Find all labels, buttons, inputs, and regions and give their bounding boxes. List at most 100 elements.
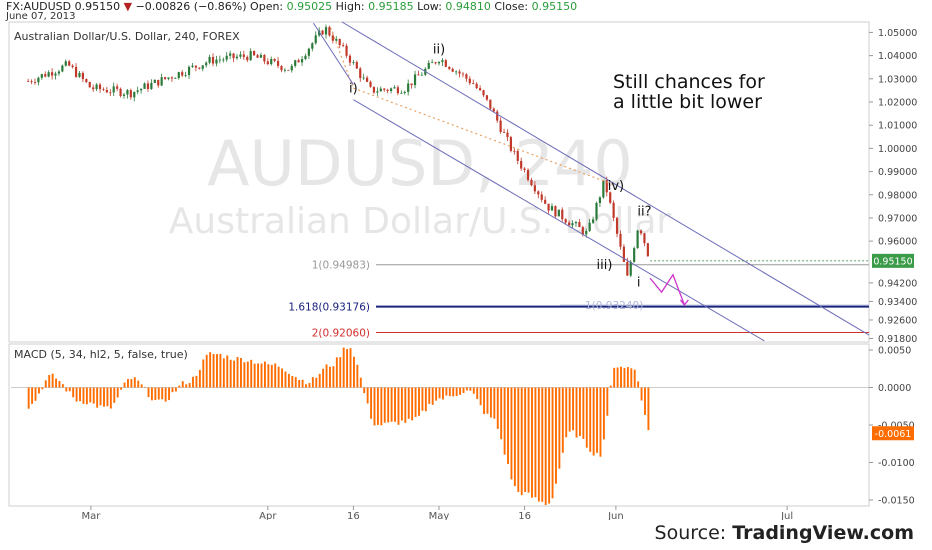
- macd-bar: [294, 377, 297, 388]
- last-price-badge: [872, 253, 914, 268]
- macd-bar: [620, 366, 622, 388]
- price-candle: [37, 77, 40, 83]
- macd-bar: [373, 387, 376, 426]
- price-pane[interactable]: [8, 21, 870, 343]
- price-candle: [232, 53, 235, 59]
- price-candle: [246, 56, 249, 61]
- channel-lower: [353, 99, 765, 342]
- price-candle: [403, 91, 406, 93]
- macd-bar: [120, 387, 123, 390]
- price-candle: [355, 62, 358, 69]
- macd-bar: [507, 387, 509, 465]
- tradingview-brand: TradingView.com: [732, 522, 914, 544]
- close-label: Close:: [494, 0, 529, 13]
- macd-bar: [452, 387, 455, 397]
- price-candle: [348, 55, 352, 63]
- macd-bar: [75, 387, 78, 402]
- price-candle: [622, 246, 625, 262]
- price-candle: [389, 88, 393, 92]
- price-candle: [396, 87, 400, 94]
- price-candle: [215, 59, 218, 64]
- macd-bar: [109, 387, 112, 409]
- macd-bar: [424, 387, 427, 412]
- price-candle: [266, 61, 269, 65]
- macd-bar: [565, 387, 568, 438]
- macd-bar: [226, 355, 229, 388]
- macd-bar: [472, 387, 475, 394]
- macd-pane[interactable]: [8, 343, 870, 507]
- price-candle: [499, 120, 502, 132]
- price-candle: [276, 60, 280, 66]
- x-tick-label: Apr: [259, 511, 277, 520]
- price-candle: [342, 45, 345, 46]
- y-tick-label: 1.02000: [878, 98, 917, 109]
- macd-bar: [164, 387, 167, 402]
- price-candle: [283, 69, 287, 71]
- macd-bar: [209, 352, 212, 388]
- price-candle: [581, 227, 584, 235]
- wave-label: iv): [608, 179, 624, 194]
- low-value: 0.94810: [445, 0, 491, 13]
- macd-bar: [332, 366, 335, 388]
- price-candle: [468, 78, 471, 84]
- macd-bar: [637, 381, 640, 388]
- price-candle: [441, 60, 444, 63]
- macd-bar: [281, 368, 283, 388]
- macd-bar: [596, 387, 599, 453]
- y-tick-label: 1.04000: [878, 51, 917, 62]
- macd-bar: [236, 357, 239, 388]
- x-tick-label: May: [429, 511, 450, 520]
- macd-bar: [500, 387, 503, 440]
- price-candle: [615, 217, 619, 234]
- x-tick-label: Mar: [81, 511, 101, 520]
- price-candle: [50, 72, 54, 76]
- macd-bar: [192, 376, 194, 388]
- price-candle: [184, 75, 187, 76]
- price-candle: [44, 74, 47, 77]
- open-value: 0.95025: [286, 0, 333, 13]
- price-candle: [427, 62, 430, 69]
- macd-bar: [527, 387, 530, 493]
- price-candle: [30, 81, 33, 83]
- last-price-badge-label: 0.95150: [873, 256, 912, 267]
- price-candle: [485, 95, 489, 100]
- macd-bar: [325, 364, 328, 388]
- macd-bar: [133, 377, 136, 388]
- macd-bar: [315, 377, 318, 388]
- price-candle: [33, 82, 37, 83]
- wave-label: ii?: [637, 205, 651, 220]
- price-candle: [417, 74, 420, 76]
- price-candle: [205, 62, 208, 66]
- macd-bar: [623, 367, 626, 388]
- price-candle: [643, 233, 646, 244]
- price-candle: [410, 83, 413, 86]
- macd-bar: [277, 366, 280, 388]
- macd-bar: [212, 354, 215, 388]
- y-tick-label: 0.99000: [878, 167, 917, 178]
- macd-bar: [41, 387, 44, 390]
- macd-bar: [534, 387, 537, 498]
- price-candle: [520, 160, 523, 169]
- price-plot: 1(0.94983) 1.618(0.93176) 1(0.93240) 2(0.92…: [27, 21, 870, 342]
- price-candle: [263, 54, 266, 62]
- macd-bar: [68, 387, 71, 392]
- macd-bar: [404, 387, 407, 423]
- open-label: Open:: [250, 0, 284, 13]
- macd-bar: [181, 381, 184, 388]
- macd-bar: [520, 387, 523, 496]
- macd-bar: [390, 387, 393, 422]
- macd-bar: [493, 387, 496, 419]
- channel-connector: [313, 22, 354, 85]
- macd-bar: [318, 373, 321, 388]
- macd-bar: [346, 349, 349, 388]
- price-candle: [533, 185, 536, 192]
- macd-bar: [65, 387, 68, 392]
- y-tick-label: 0.94200: [878, 278, 917, 289]
- price-candle: [239, 54, 242, 57]
- price-candle: [287, 69, 290, 71]
- chart-canvas[interactable]: AUDUSD, 240 Australian Dollar/U.S. Dolla…: [0, 0, 932, 520]
- price-candle: [523, 168, 526, 170]
- y-tick-label: 1.03000: [878, 74, 917, 85]
- price-candle: [574, 222, 578, 224]
- x-tick-label: Jun: [607, 511, 624, 520]
